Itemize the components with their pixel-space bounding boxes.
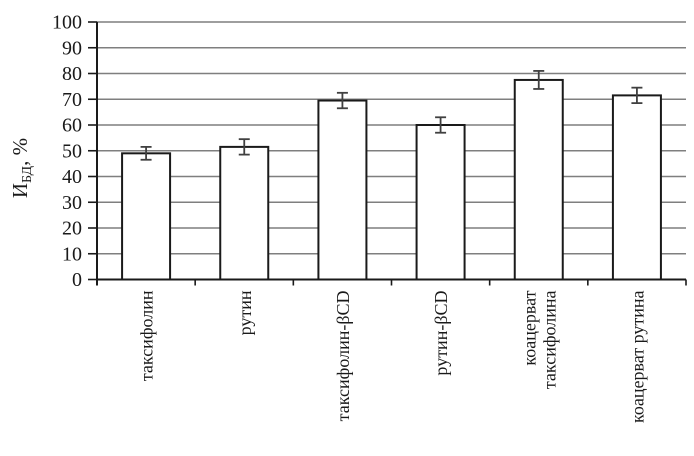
- y-tick-label: 30: [62, 192, 82, 214]
- y-axis-title-suffix: , %: [8, 138, 32, 166]
- x-category-label: рутин-βCD: [431, 291, 451, 376]
- y-tick-label: 0: [72, 269, 82, 291]
- bar: [317, 99, 368, 281]
- x-category-label: рутин: [235, 290, 255, 335]
- bar: [219, 145, 270, 281]
- y-axis-title: ИБД, %: [8, 138, 35, 198]
- x-category-label: таксифолин: [137, 290, 157, 381]
- x-category-label: таксифолин-βCD: [333, 291, 353, 422]
- y-tick-label: 40: [62, 166, 82, 188]
- bar: [611, 94, 662, 281]
- bar: [121, 152, 172, 281]
- y-tick-label: 90: [62, 37, 82, 59]
- y-axis-title-subscript: БД: [20, 165, 35, 183]
- y-tick-label: 70: [62, 89, 82, 111]
- bar: [513, 78, 564, 281]
- y-tick-label: 50: [62, 140, 82, 162]
- y-tick-label: 10: [62, 243, 82, 265]
- x-category-label: коацерват: [519, 290, 539, 365]
- x-category-label: таксифолина: [539, 291, 559, 390]
- x-category-label: коацерват рутина: [627, 290, 647, 422]
- y-axis-title-main: И: [8, 183, 32, 198]
- y-tick-label: 60: [62, 115, 82, 137]
- y-tick-label: 20: [62, 218, 82, 240]
- bar: [415, 124, 466, 281]
- y-tick-label: 80: [62, 63, 82, 85]
- y-tick-label: 100: [52, 12, 82, 34]
